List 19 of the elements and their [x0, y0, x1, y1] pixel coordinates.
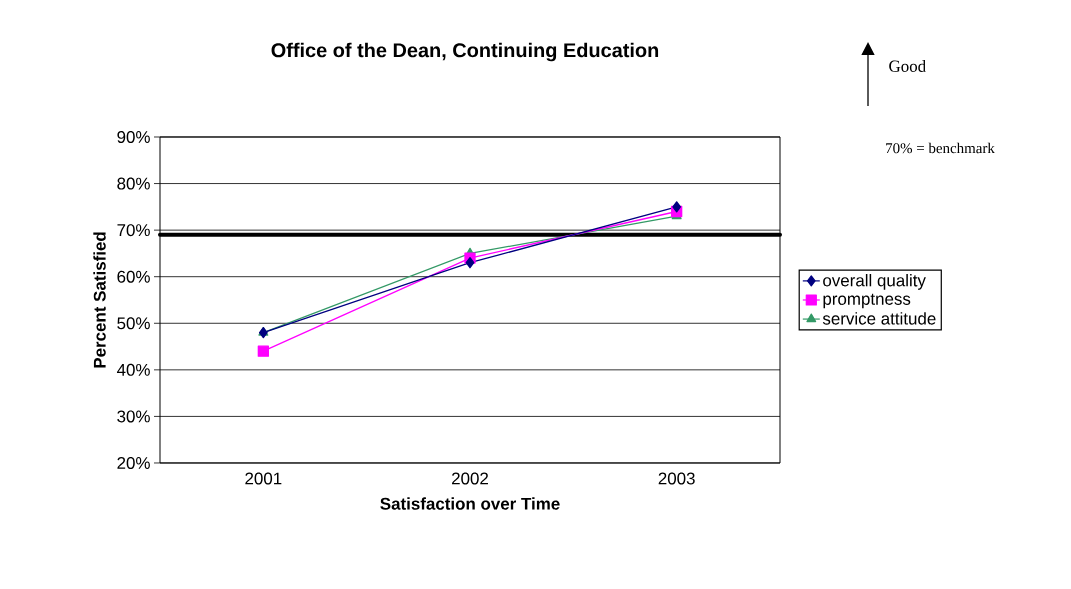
legend-label: promptness: [823, 293, 911, 309]
y-tick-label: 20%: [117, 456, 150, 469]
y-tick-label: 60%: [117, 270, 150, 283]
y-axis-title: Percent Satisfied: [93, 232, 106, 368]
x-tick-label: 2003: [658, 472, 695, 485]
legend-label: overall quality: [823, 274, 926, 290]
text: Good: [889, 60, 926, 72]
text: 70% = benchmark: [886, 142, 995, 154]
legend-label: service attitude: [822, 312, 936, 325]
x-tick-label: 2002: [452, 472, 488, 485]
y-tick-label: 80%: [117, 177, 150, 190]
y-tick-label: 90%: [117, 130, 150, 143]
x-axis-title: Satisfaction over Time: [380, 497, 560, 510]
y-tick-label: 40%: [116, 363, 150, 376]
x-tick-label: 2001: [245, 472, 282, 485]
chart-title: Office of the Dean, Continuing Education: [271, 42, 659, 62]
y-tick-label: 30%: [117, 410, 150, 423]
y-tick-label: 70%: [117, 224, 150, 237]
y-tick-label: 50%: [117, 317, 150, 330]
